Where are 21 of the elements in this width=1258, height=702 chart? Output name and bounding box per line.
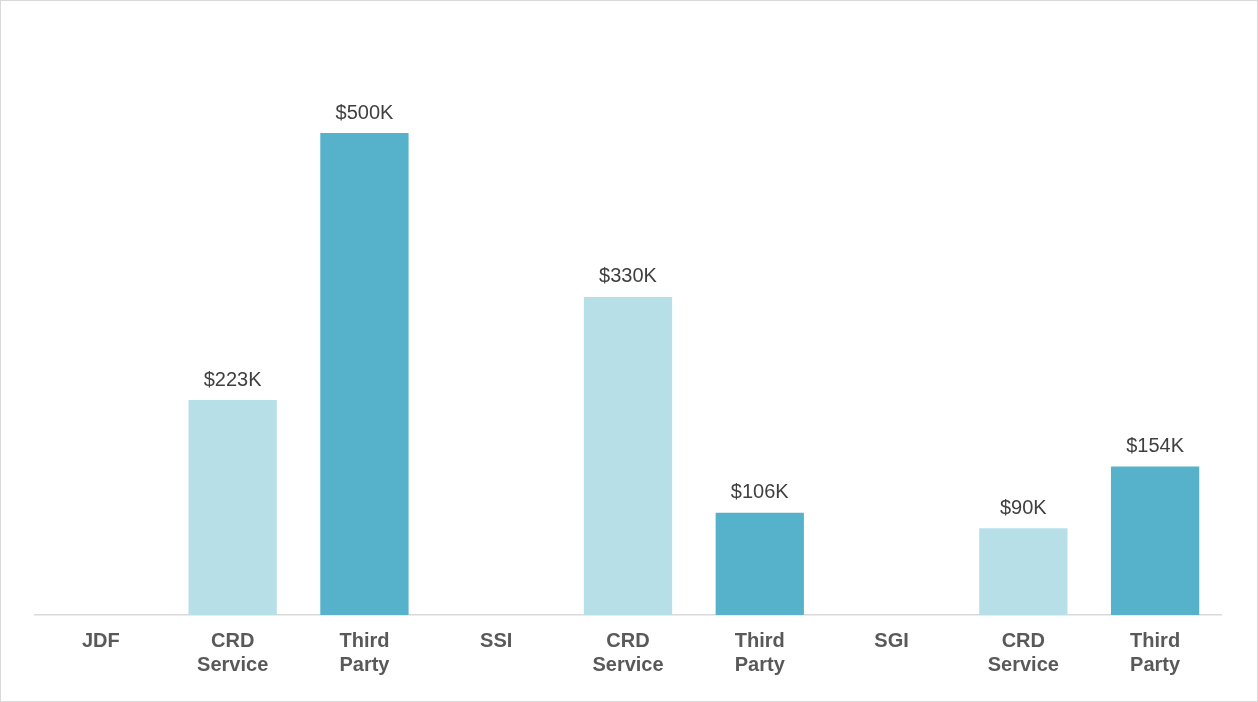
bar [1110, 466, 1200, 615]
bar [715, 512, 804, 615]
x-tick-label: Third Party [1130, 628, 1181, 675]
bar [188, 400, 277, 615]
x-tick-label: SGI [874, 628, 909, 651]
data-label: $154K [1126, 434, 1185, 457]
x-tick-label: JDF [81, 628, 120, 651]
data-label: $500K [335, 100, 395, 123]
x-tick-label: CRD Service [592, 628, 664, 675]
data-label: $106K [730, 480, 790, 503]
x-tick-label: Third Party [734, 628, 786, 675]
data-label: $330K [599, 264, 658, 287]
data-label: $223K [203, 367, 263, 390]
x-tick-label: CRD Service [987, 628, 1059, 675]
x-tick-label: SSI [480, 628, 513, 651]
x-tick-label: Third Party [339, 628, 391, 675]
bar [979, 528, 1068, 615]
bar [583, 296, 673, 615]
data-label: $90K [999, 495, 1048, 518]
x-tick-label: CRD Service [197, 628, 269, 675]
bar [320, 133, 409, 615]
